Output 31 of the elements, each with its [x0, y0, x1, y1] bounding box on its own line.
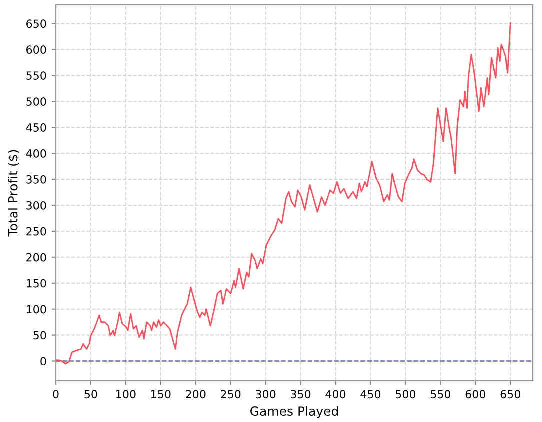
x-tick-label: 400	[326, 390, 346, 399]
x-tick-label: 600	[466, 390, 486, 399]
x-tick-label: 0	[53, 390, 59, 399]
y-tick-label: 450	[26, 124, 46, 132]
x-tick-label: 50	[84, 390, 98, 399]
x-tick-label: 200	[186, 390, 206, 399]
y-tick-label: 650	[26, 20, 46, 28]
x-tick-label: 350	[291, 390, 311, 399]
y-tick-label: 100	[26, 305, 46, 314]
x-tick-label: 500	[396, 390, 416, 399]
x-tick-label: 300	[256, 390, 276, 399]
x-tick-label: 100	[116, 390, 136, 399]
y-tick-label: 600	[26, 46, 46, 54]
line-series	[56, 22, 512, 365]
y-tick-label: 50	[34, 331, 46, 340]
y-tick-label: 400	[26, 150, 46, 158]
x-tick-label: 550	[430, 390, 451, 399]
x-axis-title: Games Played	[250, 406, 338, 418]
y-tick-label: 300	[26, 201, 46, 210]
y-tick-label: 0	[40, 357, 46, 366]
y-tick-label: 250	[26, 227, 46, 236]
y-axis-title: Total Profit ($)	[8, 150, 20, 237]
x-tick-label: 150	[152, 390, 171, 399]
y-tick-label: 150	[26, 279, 46, 288]
x-tick-label: 450	[360, 390, 381, 399]
y-tick-label: 500	[26, 98, 46, 106]
y-tick-label: 350	[26, 175, 46, 184]
x-tick-label: 650	[500, 390, 520, 399]
x-tick-label: 250	[221, 390, 241, 399]
y-tick-label: 550	[26, 72, 46, 80]
y-tick-label: 200	[26, 253, 46, 262]
